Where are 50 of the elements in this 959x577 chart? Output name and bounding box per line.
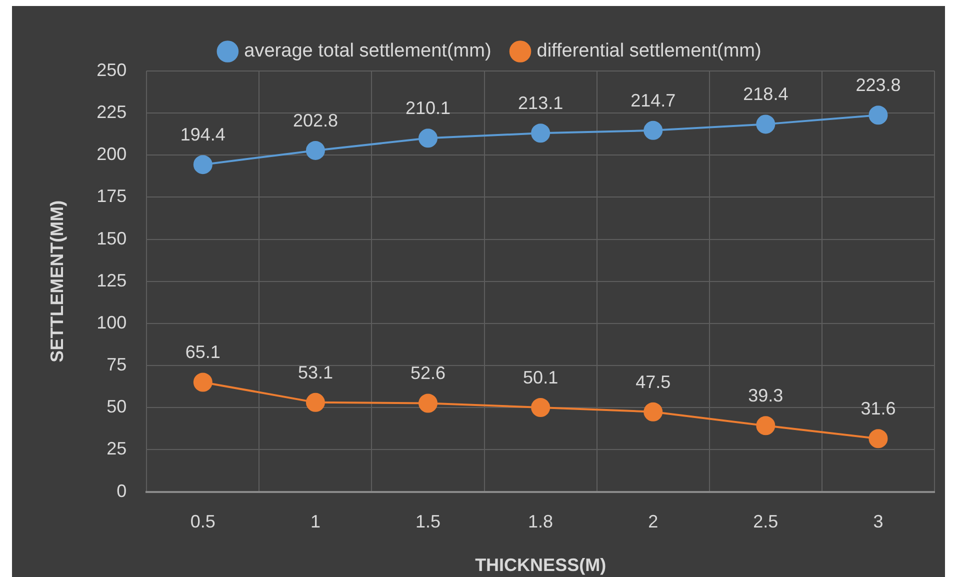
data-label: 218.4	[743, 84, 788, 104]
point	[193, 372, 212, 392]
y-axis-title: SETTLEMENT(MM)	[46, 200, 67, 362]
y-tick-label: 200	[96, 144, 127, 164]
y-tick-label: 0	[116, 480, 127, 501]
x-tick-label: 2.5	[753, 512, 778, 532]
data-label: 65.1	[185, 342, 220, 362]
y-tick-label: 225	[96, 102, 127, 122]
y-tick-label: 75	[106, 354, 127, 375]
x-tick-label: 3	[873, 512, 884, 532]
x-tick-label: 1.5	[416, 512, 441, 532]
y-tick-label: 25	[106, 438, 127, 459]
data-label: 210.1	[405, 98, 451, 118]
y-tick-label: 250	[96, 60, 127, 80]
legend-label: average total settlement(mm)	[244, 40, 492, 62]
y-tick-label: 100	[96, 312, 127, 332]
point	[531, 124, 550, 143]
y-tick-label: 125	[96, 270, 127, 290]
y-tick-label: 50	[106, 396, 127, 417]
data-label: 194.4	[180, 124, 226, 145]
point	[418, 128, 438, 148]
point	[418, 394, 438, 413]
data-label: 213.1	[518, 93, 564, 114]
point	[868, 106, 888, 125]
point	[644, 402, 663, 422]
point	[756, 416, 776, 436]
data-label: 39.3	[748, 386, 784, 406]
data-label: 52.6	[410, 363, 446, 384]
y-tick-label: 175	[96, 186, 127, 206]
point	[306, 392, 325, 412]
point	[644, 120, 663, 140]
data-label: 53.1	[298, 362, 333, 382]
data-label: 50.1	[523, 367, 558, 388]
data-label: 31.6	[860, 398, 896, 419]
y-tick-label: 150	[96, 228, 127, 248]
data-label: 202.8	[292, 110, 338, 130]
legend-label: differential settlement(mm)	[536, 40, 762, 62]
point	[868, 429, 888, 448]
x-tick-label: 1.8	[528, 512, 554, 532]
x-tick-label: 1	[310, 512, 320, 532]
point	[193, 155, 212, 174]
x-tick-label: 0.5	[190, 512, 216, 532]
point	[756, 114, 776, 134]
x-tick-label: 2	[648, 512, 658, 532]
data-label: 214.7	[630, 90, 676, 110]
data-label: 47.5	[636, 372, 671, 392]
x-axis-title: THICKNESS(M)	[475, 555, 606, 576]
point	[306, 140, 325, 160]
data-label: 223.8	[856, 75, 901, 96]
point	[531, 398, 550, 417]
